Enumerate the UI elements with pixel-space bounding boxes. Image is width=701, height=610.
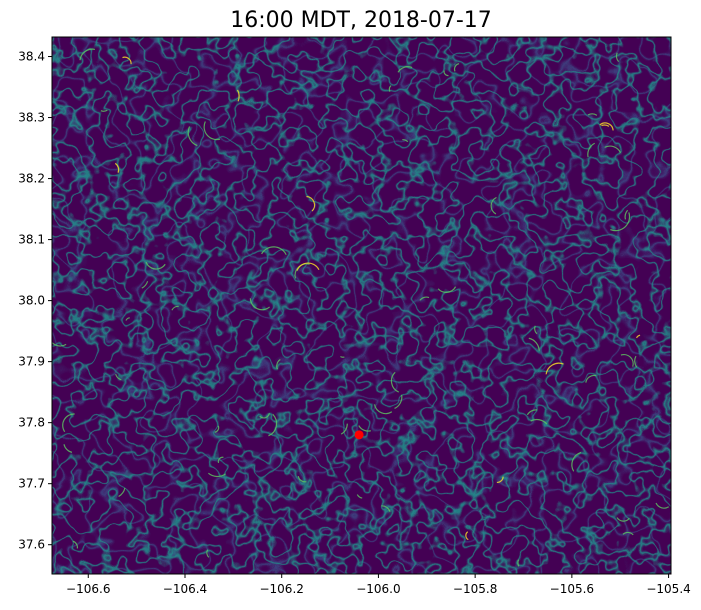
- highlight-streak: [214, 425, 220, 433]
- highlight-streak: [171, 305, 179, 311]
- chart-title: 16:00 MDT, 2018-07-17: [230, 8, 492, 33]
- highlight-streak: [297, 475, 307, 483]
- highlight-streak: [381, 505, 391, 512]
- highlight-streak: [517, 559, 520, 567]
- highlight-streak: [118, 487, 126, 498]
- highlight-streak: [545, 362, 564, 375]
- highlight-streak: [443, 70, 449, 77]
- highlight-streak: [72, 540, 78, 549]
- highlight-streak: [62, 413, 75, 433]
- highlight-streak: [587, 142, 596, 158]
- highlight-streak: [465, 531, 469, 541]
- highlight-streak: [208, 472, 226, 478]
- x-tick-label: −106.4: [163, 582, 207, 596]
- highlight-streak: [496, 476, 504, 484]
- x-tick-label: −106.2: [259, 582, 303, 596]
- highlight-streak: [620, 354, 634, 367]
- highlight-streak: [79, 48, 96, 61]
- plot-frame: [51, 36, 672, 575]
- highlight-streak: [585, 374, 597, 383]
- x-tick-label: −105.4: [646, 582, 690, 596]
- highlight-streak: [601, 124, 610, 127]
- highlight-streak: [390, 371, 399, 393]
- y-tick-label: 38.2: [18, 172, 45, 186]
- highlight-streak: [141, 281, 149, 289]
- highlight-streak: [655, 502, 670, 509]
- highlight-streak: [296, 262, 320, 271]
- x-tick-label: −105.6: [550, 582, 594, 596]
- highlight-streak: [114, 162, 120, 173]
- highlight-streak: [388, 85, 392, 92]
- highlight-streak: [187, 126, 198, 147]
- highlight-streak: [125, 317, 130, 321]
- highlight-streak: [306, 195, 316, 212]
- highlight-streak: [610, 212, 631, 232]
- highlight-streak: [358, 425, 371, 432]
- highlight-streak: [599, 122, 614, 131]
- highlight-streak: [206, 549, 210, 558]
- highlight-streak: [604, 145, 622, 154]
- y-tick-label: 37.8: [18, 416, 45, 430]
- highlight-streak: [397, 66, 413, 73]
- y-tick-label: 37.9: [18, 355, 45, 369]
- highlight-streak: [52, 341, 67, 347]
- y-axis: 37.6 37.7 37.8 37.9 38.0 38.1 38.2 38.3 38.4: [18, 50, 52, 552]
- highlight-streak: [217, 456, 224, 464]
- y-tick-label: 38.0: [18, 294, 45, 308]
- highlight-streak: [237, 89, 240, 102]
- y-tick-label: 38.4: [18, 50, 45, 64]
- highlight-streak: [587, 113, 598, 116]
- highlight-streak: [615, 52, 620, 63]
- heatmap-texture-fine: [52, 37, 671, 574]
- highlight-streak: [340, 423, 348, 435]
- highlight-streak: [616, 517, 630, 522]
- highlight-streak: [261, 246, 287, 256]
- highlight-streak: [145, 261, 166, 270]
- highlight-streak: [115, 373, 122, 381]
- highlight-streak: [419, 296, 430, 301]
- highlight-streak: [122, 56, 132, 65]
- y-tick-label: 37.7: [18, 477, 45, 491]
- highlight-streak: [259, 413, 270, 419]
- highlight-streak: [340, 356, 345, 358]
- highlight-streak: [622, 531, 634, 536]
- highlight-streak: [636, 334, 641, 339]
- highlight-streak: [276, 358, 281, 370]
- x-tick-label: −106.0: [356, 582, 400, 596]
- highlight-streak: [634, 355, 638, 368]
- heatmap-highlights: [52, 48, 670, 567]
- highlight-streak: [490, 196, 497, 215]
- highlight-streak: [571, 451, 582, 472]
- highlight-streak: [530, 418, 548, 425]
- plot-area: [52, 37, 671, 574]
- highlight-streak: [528, 337, 540, 351]
- location-marker: [354, 430, 364, 440]
- highlight-streak: [437, 286, 457, 293]
- y-tick-label: 38.3: [18, 111, 45, 125]
- y-tick-label: 37.6: [18, 538, 45, 552]
- y-tick-label: 38.1: [18, 233, 45, 247]
- highlight-streak: [373, 404, 393, 415]
- x-axis: −106.6 −106.4 −106.2 −106.0 −105.8 −105.6 −105…: [66, 574, 691, 596]
- highlight-streak: [356, 494, 363, 499]
- highlight-streak: [526, 409, 538, 416]
- highlight-streak: [534, 325, 538, 335]
- highlight-streak: [453, 63, 460, 72]
- highlight-streak: [394, 394, 403, 410]
- x-tick-label: −105.8: [453, 582, 497, 596]
- highlight-streak: [268, 413, 278, 437]
- highlight-streak: [624, 209, 629, 220]
- highlight-streak: [63, 444, 73, 453]
- highlight-streak: [100, 109, 108, 112]
- x-tick-label: −106.6: [66, 582, 110, 596]
- highlight-streak: [402, 139, 409, 143]
- highlight-streak: [203, 121, 221, 141]
- highlight-streak: [249, 298, 270, 311]
